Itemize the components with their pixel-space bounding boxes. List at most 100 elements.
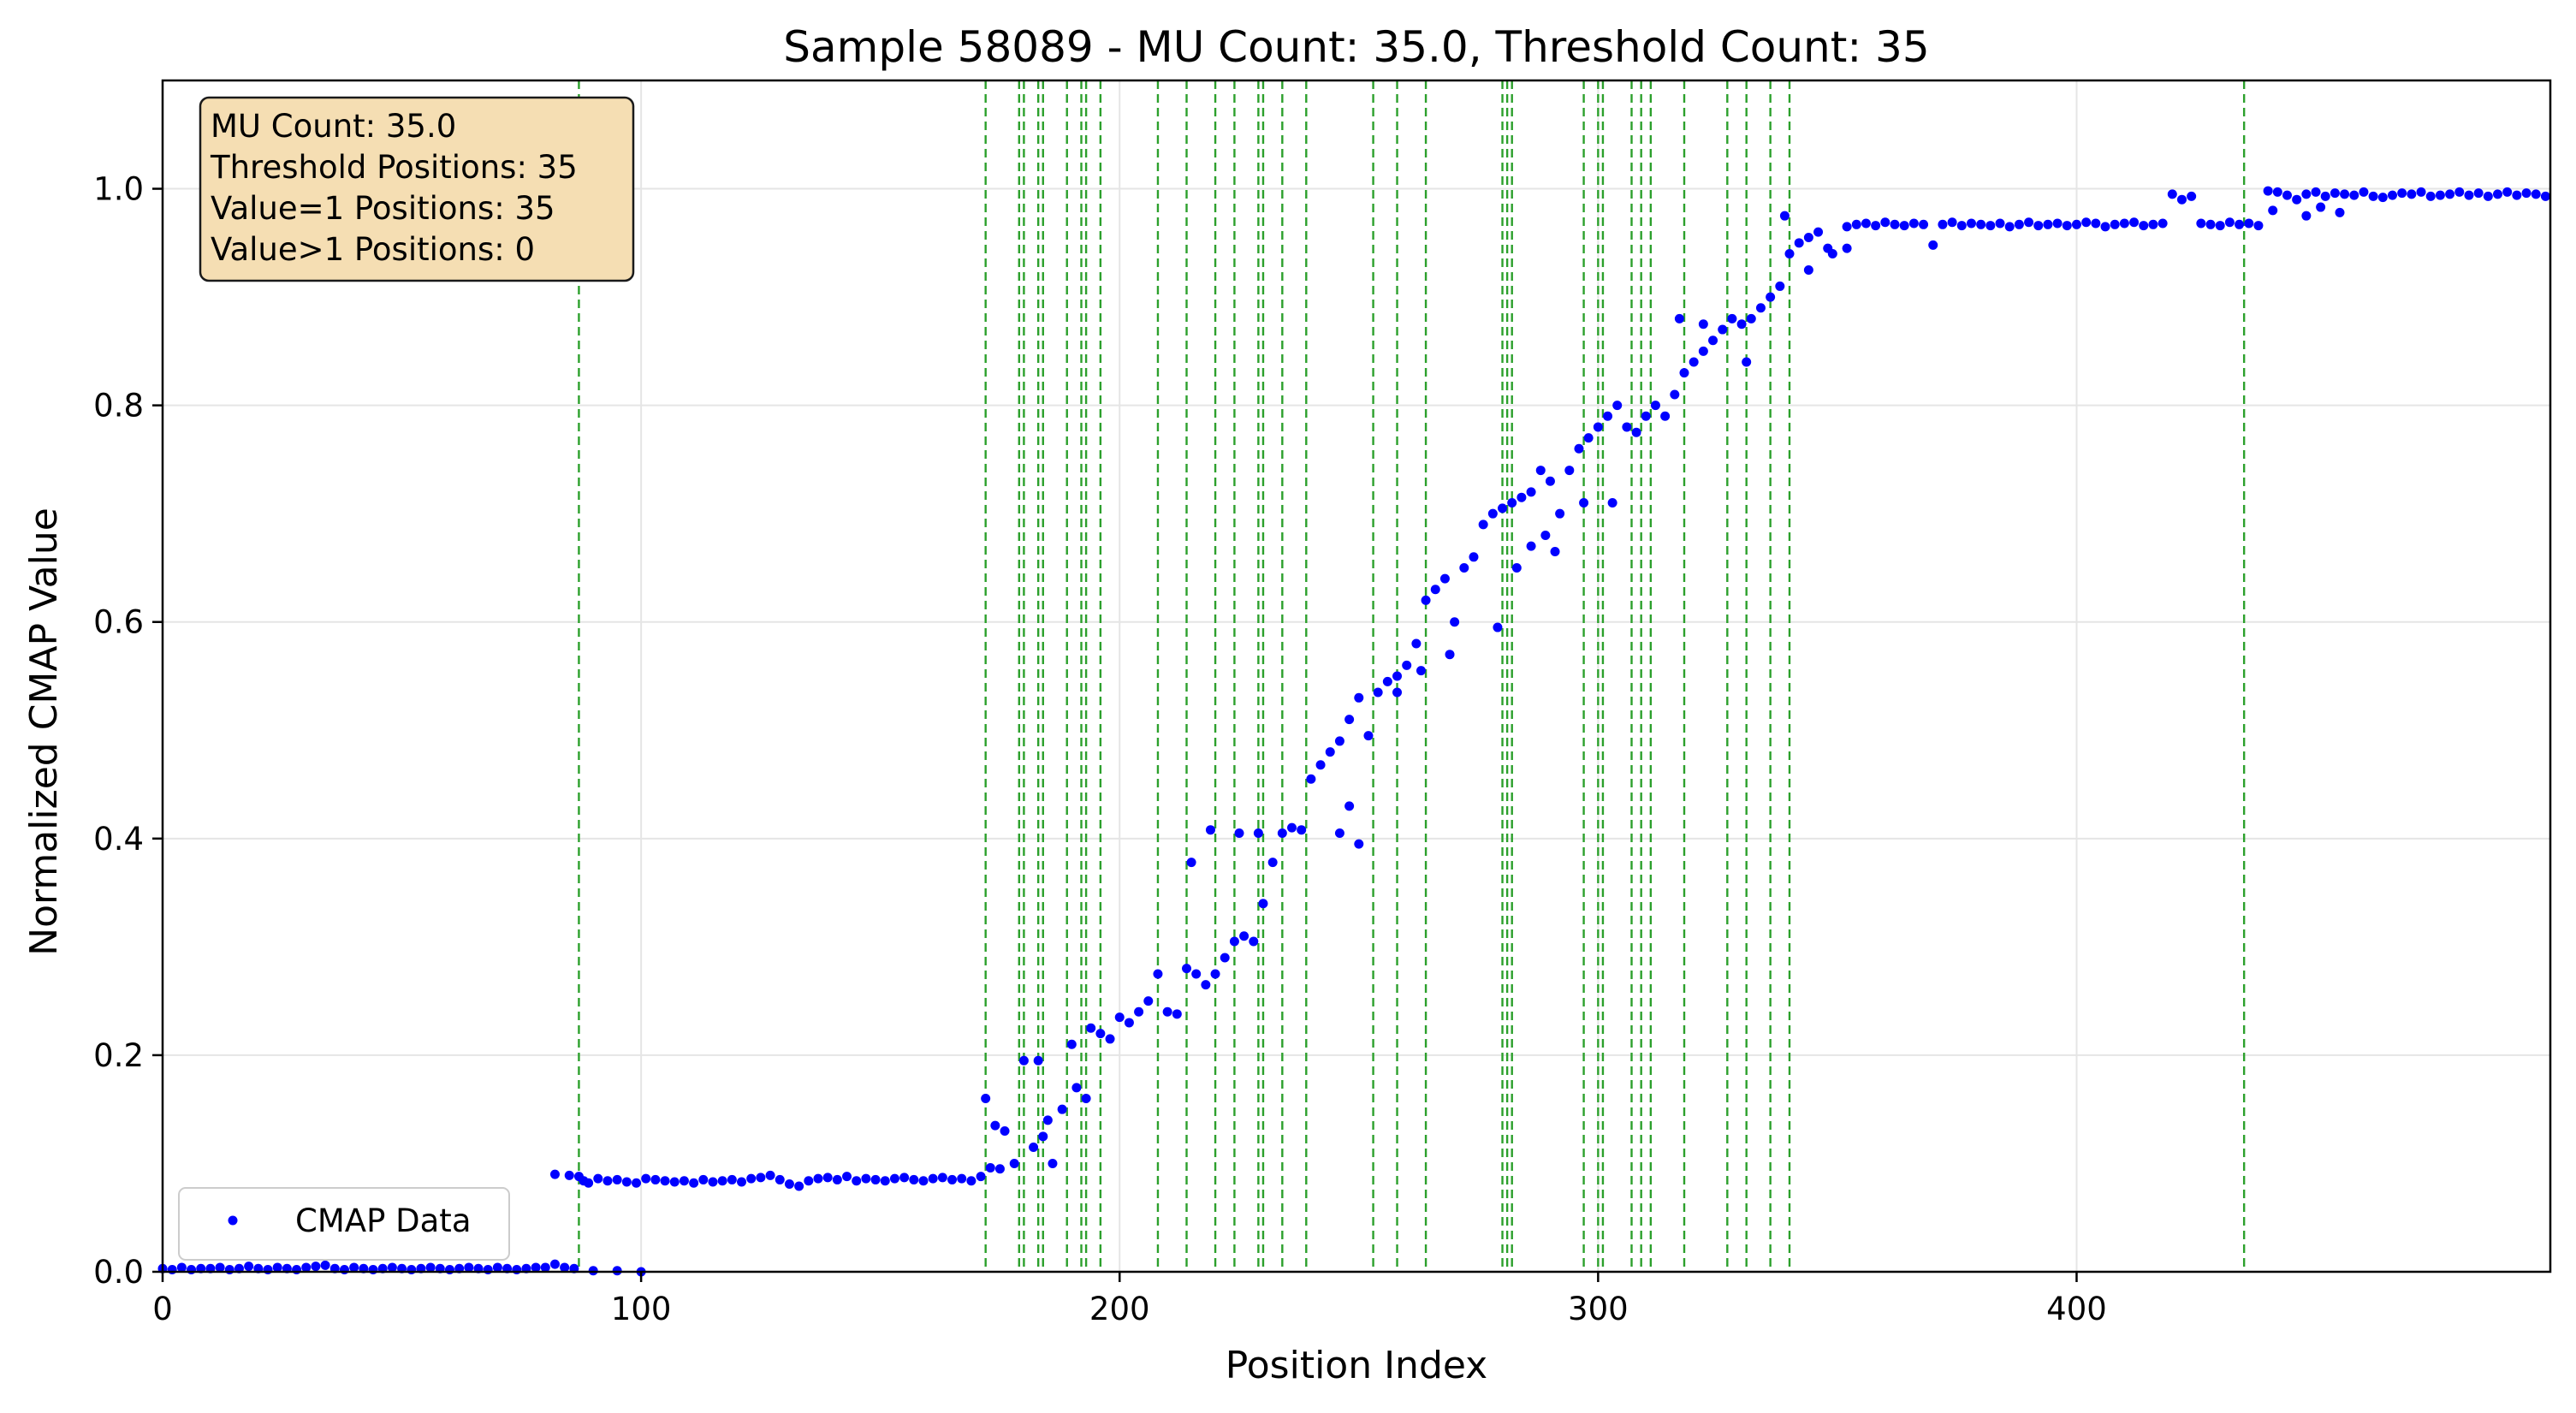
data-point [1445, 650, 1455, 660]
data-point [540, 1262, 550, 1273]
data-point [1827, 248, 1837, 258]
data-point [1947, 217, 1957, 228]
data-point [698, 1174, 709, 1184]
data-point [2091, 218, 2101, 229]
data-point [1727, 313, 1737, 324]
data-point [1033, 1055, 1043, 1066]
data-point [349, 1262, 359, 1273]
data-point [832, 1174, 842, 1184]
x-tick-label: 0 [152, 1291, 173, 1327]
data-point [1042, 1115, 1053, 1125]
data-point [928, 1173, 938, 1184]
data-point [1928, 240, 1938, 250]
data-point [224, 1264, 234, 1274]
data-point [560, 1262, 570, 1273]
data-point [2340, 189, 2350, 199]
data-point [1660, 411, 1671, 421]
data-point [1392, 687, 1403, 698]
data-point [1439, 573, 1450, 584]
data-point [1775, 281, 1785, 291]
data-point [2244, 218, 2254, 229]
data-point [2282, 190, 2292, 200]
data-point [1229, 936, 1239, 947]
data-point [1908, 218, 1919, 229]
data-point [937, 1173, 947, 1183]
data-point [957, 1173, 967, 1184]
data-point [632, 1178, 642, 1188]
data-point [1956, 221, 1967, 231]
data-point [1803, 264, 1813, 275]
data-point [737, 1177, 747, 1187]
data-point [444, 1264, 454, 1274]
data-point [909, 1174, 919, 1184]
data-point [1861, 218, 1871, 229]
data-point [1018, 1055, 1029, 1066]
data-point [981, 1094, 991, 1104]
data-point [2416, 187, 2426, 197]
data-point [2387, 190, 2397, 200]
data-point [1143, 996, 1154, 1006]
data-point [602, 1176, 613, 1186]
data-point [2540, 191, 2550, 201]
data-point [1325, 747, 1335, 757]
data-point [2129, 217, 2140, 228]
data-point [2454, 187, 2465, 197]
data-point [1253, 828, 1263, 838]
data-point [492, 1262, 502, 1273]
data-point [1493, 622, 1503, 632]
data-point [1334, 736, 1344, 746]
data-point [2473, 188, 2484, 199]
data-point [1842, 222, 1852, 232]
data-point [244, 1262, 254, 1272]
data-point [2033, 221, 2044, 231]
data-point [1066, 1039, 1077, 1049]
data-point [1526, 541, 1536, 551]
data-point [1071, 1083, 1082, 1093]
data-point [1487, 508, 1498, 519]
data-point [976, 1172, 986, 1182]
legend-marker-cmap-data [228, 1215, 238, 1226]
data-point [775, 1174, 785, 1184]
data-point [650, 1174, 661, 1184]
data-point [2062, 221, 2072, 231]
data-point [2004, 222, 2015, 232]
data-point [2014, 219, 2024, 229]
data-point [531, 1262, 541, 1273]
data-point [272, 1262, 282, 1273]
data-point [2043, 219, 2053, 229]
data-point [1579, 498, 1589, 508]
y-tick-label: 0.4 [93, 821, 144, 858]
data-point [1674, 313, 1684, 324]
data-point [1766, 292, 1776, 302]
data-point [2316, 202, 2326, 212]
data-point [2187, 191, 2197, 201]
data-point [1842, 243, 1852, 253]
data-point [2301, 189, 2312, 199]
annotation-background [199, 96, 635, 282]
data-point [1478, 519, 1488, 530]
data-point [612, 1266, 622, 1276]
data-point [669, 1177, 680, 1187]
data-point [1540, 530, 1551, 540]
y-tick-label: 1.0 [93, 171, 144, 208]
data-point [1851, 219, 1861, 229]
annotation-line-threshold-positions: Threshold Positions: 35 [210, 149, 578, 186]
x-tick-label: 400 [2046, 1291, 2107, 1327]
data-point [1736, 319, 1747, 330]
data-point [1555, 508, 1565, 519]
legend-frame [178, 1187, 510, 1261]
data-point [2483, 191, 2493, 201]
data-point [2320, 191, 2330, 201]
data-point [889, 1173, 899, 1184]
data-point [564, 1170, 574, 1180]
data-point [1306, 774, 1316, 784]
data-point [2502, 187, 2513, 197]
cmap-data-points [157, 186, 2550, 1277]
data-point [1182, 964, 1192, 974]
data-point [870, 1174, 881, 1184]
data-point [1708, 335, 1718, 346]
data-point [899, 1173, 910, 1183]
data-point [425, 1262, 436, 1273]
data-point [1134, 1006, 1144, 1017]
